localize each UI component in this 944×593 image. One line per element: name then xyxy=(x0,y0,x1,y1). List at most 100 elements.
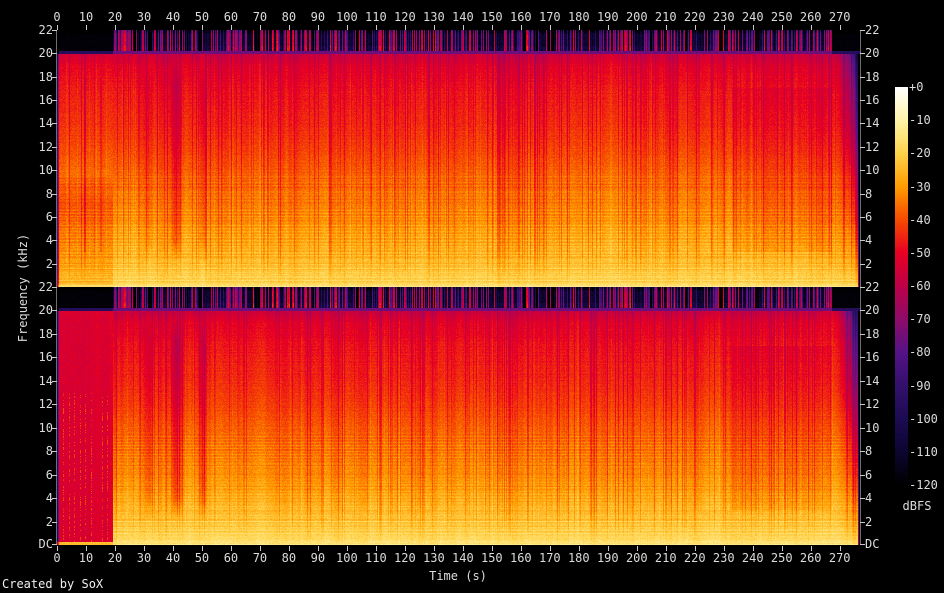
bottom-time-tick-label: 50 xyxy=(194,551,210,565)
freq-tick-label-right: 16 xyxy=(865,350,880,365)
freq-tick-label-left: 10 xyxy=(38,420,53,435)
bottom-time-tick-label: 20 xyxy=(107,551,123,565)
bottom-time-tick-label: 110 xyxy=(365,551,387,565)
freq-tick-mark-left xyxy=(52,123,57,125)
bottom-time-tick-label: 140 xyxy=(452,551,474,565)
freq-tick-mark-right xyxy=(860,170,865,172)
colorbar-tick-label: -10 xyxy=(909,113,931,128)
freq-tick-mark-right xyxy=(860,451,865,453)
bottom-time-tick-label: 70 xyxy=(252,551,268,565)
freq-tick-mark-right xyxy=(860,498,865,500)
bottom-time-tick-label: 200 xyxy=(625,551,648,565)
bottom-time-tick-mark xyxy=(433,546,435,551)
freq-tick-label-left: 18 xyxy=(38,326,53,341)
top-time-tick-mark xyxy=(491,25,493,30)
top-time-tick-label: 240 xyxy=(741,10,764,24)
freq-dc-label-left: DC xyxy=(38,537,53,551)
colorbar-tick-label: -90 xyxy=(909,378,931,393)
colorbar-tick-label: +0 xyxy=(909,80,924,94)
colorbar-title: dBFS xyxy=(902,499,932,513)
freq-tick-mark-right xyxy=(860,240,865,242)
bottom-time-tick-mark xyxy=(375,546,377,551)
freq-tick-mark-right xyxy=(860,287,865,288)
spectrogram-channel-right xyxy=(57,287,860,545)
top-time-tick-mark xyxy=(723,25,725,30)
top-time-tick-label: 10 xyxy=(78,10,94,24)
top-time-tick-mark xyxy=(781,25,783,30)
bottom-time-tick-label: 150 xyxy=(480,551,503,565)
freq-tick-label-right: 12 xyxy=(865,397,880,412)
top-time-tick-mark xyxy=(462,25,464,30)
freq-tick-label-right: 4 xyxy=(865,233,873,248)
top-time-tick-mark xyxy=(346,25,348,30)
colorbar-tick-label: -20 xyxy=(909,146,931,161)
top-time-tick-label: 250 xyxy=(770,10,793,24)
top-time-tick-mark xyxy=(230,25,232,30)
top-time-tick-label: 30 xyxy=(136,10,152,24)
bottom-time-tick-mark xyxy=(230,546,232,551)
freq-tick-label-left: 16 xyxy=(38,93,53,108)
top-time-tick-label: 70 xyxy=(252,10,268,24)
freq-tick-label-left: 14 xyxy=(38,373,53,388)
freq-tick-mark-right xyxy=(860,263,865,265)
bottom-time-tick-label: 100 xyxy=(336,551,358,565)
bottom-time-tick-mark xyxy=(404,546,406,551)
freq-tick-mark-right xyxy=(860,521,865,523)
bottom-time-tick-mark xyxy=(288,546,290,551)
top-time-tick-mark xyxy=(549,25,551,30)
freq-tick-mark-left xyxy=(52,310,57,312)
top-time-tick-mark xyxy=(317,25,319,30)
freq-tick-label-left: 2 xyxy=(45,256,53,271)
freq-tick-mark-right xyxy=(860,30,865,31)
bottom-time-tick-mark xyxy=(665,546,667,551)
top-time-tick-label: 130 xyxy=(423,10,445,24)
top-time-tick-mark xyxy=(288,25,290,30)
top-time-tick-label: 80 xyxy=(281,10,297,24)
freq-tick-mark-right xyxy=(860,474,865,476)
top-time-tick-label: 150 xyxy=(480,10,503,24)
bottom-time-tick-mark xyxy=(317,546,319,551)
freq-tick-label-left: 4 xyxy=(45,233,53,248)
freq-tick-label-left: 6 xyxy=(45,467,53,482)
top-time-tick-mark xyxy=(578,25,580,30)
freq-tick-mark-left xyxy=(52,498,57,500)
freq-tick-label-right: 22 xyxy=(865,280,880,294)
freq-tick-label-right: 14 xyxy=(865,373,880,388)
top-time-tick-mark xyxy=(85,25,87,30)
freq-tick-label-right: 10 xyxy=(865,163,880,178)
bottom-time-tick-label: 210 xyxy=(654,551,677,565)
x-axis-title: Time (s) xyxy=(429,569,487,583)
colorbar-tick-label: -100 xyxy=(909,411,938,426)
freq-tick-label-left: 18 xyxy=(38,69,53,84)
freq-tick-mark-left xyxy=(52,287,57,288)
freq-tick-mark-left xyxy=(52,427,57,429)
freq-tick-label-left: 6 xyxy=(45,209,53,224)
freq-tick-mark-left xyxy=(52,474,57,476)
top-time-tick-label: 160 xyxy=(509,10,532,24)
freq-tick-label-right: 14 xyxy=(865,116,880,131)
top-time-tick-mark xyxy=(839,25,841,30)
freq-tick-mark-left xyxy=(52,333,57,335)
bottom-time-tick-mark xyxy=(578,546,580,551)
top-time-tick-label: 170 xyxy=(538,10,561,24)
top-time-tick-mark xyxy=(665,25,667,30)
bottom-time-tick-label: 230 xyxy=(712,551,735,565)
colorbar-gradient xyxy=(895,87,908,485)
top-time-tick-mark xyxy=(201,25,203,30)
freq-tick-label-right: 6 xyxy=(865,467,873,482)
freq-tick-label-left: 8 xyxy=(45,444,53,459)
freq-tick-label-left: 4 xyxy=(45,491,53,506)
bottom-time-tick-label: 220 xyxy=(683,551,706,565)
freq-tick-mark-right xyxy=(860,76,865,78)
top-time-tick-label: 270 xyxy=(828,10,851,24)
freq-tick-mark-left xyxy=(52,357,57,359)
freq-tick-mark-right xyxy=(860,100,865,102)
freq-tick-label-left: 10 xyxy=(38,163,53,178)
bottom-time-tick-label: 120 xyxy=(394,551,416,565)
bottom-time-tick-mark xyxy=(752,546,754,551)
bottom-time-tick-mark xyxy=(172,546,174,551)
bottom-time-tick-label: 250 xyxy=(770,551,793,565)
top-time-tick-label: 110 xyxy=(365,10,387,24)
bottom-time-tick-label: 240 xyxy=(741,551,764,565)
